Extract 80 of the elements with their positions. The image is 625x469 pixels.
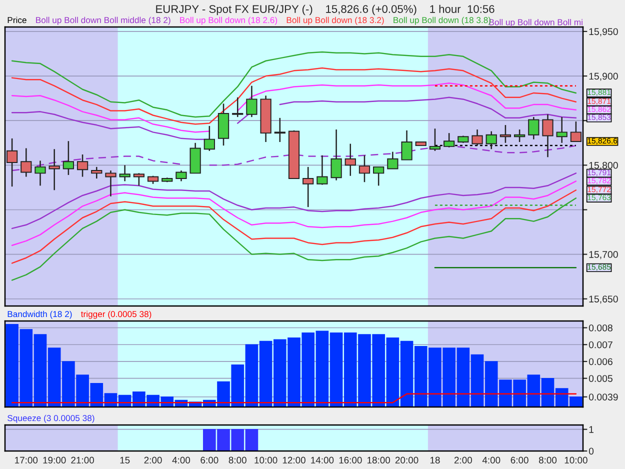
candlestick xyxy=(34,160,46,186)
x-tick-label: 14:00 xyxy=(311,456,334,464)
x-tick-label: 16:00 xyxy=(339,456,362,464)
line-series xyxy=(11,180,577,246)
candlestick xyxy=(528,116,540,140)
candlestick xyxy=(444,132,455,148)
candlestick xyxy=(500,124,512,144)
y-tick-label: 0.0039 xyxy=(588,394,618,400)
candlestick xyxy=(401,130,412,160)
candlestick xyxy=(6,138,18,188)
candlestick xyxy=(358,154,370,183)
candlestick xyxy=(20,148,32,178)
line-series xyxy=(11,189,577,264)
candlestick xyxy=(486,130,497,150)
text: Squeeze (3 0.0005 38) xyxy=(8,414,94,423)
x-tick-label: 10:00 xyxy=(564,456,588,464)
candlestick xyxy=(204,125,215,152)
series-label: Bandwidth (18 2) xyxy=(8,310,72,319)
text: Boll up Boll down (18 2.6) xyxy=(180,16,278,25)
y-tick-label: 0.008 xyxy=(588,324,612,332)
text: Boll up Boll down Boll middle (18 2) xyxy=(36,16,170,25)
x-tick-label: 6:00 xyxy=(510,456,528,464)
x-tick-label: 18:00 xyxy=(367,456,390,464)
candlestick xyxy=(570,120,582,143)
x-tick-label: 2:00 xyxy=(144,456,162,464)
candlestick xyxy=(91,166,102,180)
candlestick xyxy=(176,170,187,182)
x-tick-label: 8:00 xyxy=(538,456,557,464)
candlestick xyxy=(274,117,286,143)
candlestick xyxy=(472,128,483,146)
candlestick xyxy=(387,151,398,170)
x-tick-label: 12:00 xyxy=(282,456,306,464)
candlestick xyxy=(302,166,314,208)
x-tick-label: 8:00 xyxy=(228,456,246,464)
y-tick-label: 15,650 xyxy=(589,296,618,304)
y-tick-label: 0 xyxy=(588,448,594,455)
x-tick-label: 10:00 xyxy=(254,456,278,464)
candlestick xyxy=(246,85,258,118)
y-tick-label: 0.005 xyxy=(588,375,612,382)
text: Price xyxy=(8,16,26,24)
y-tick-label: 0.006 xyxy=(588,358,612,366)
candlestick xyxy=(542,114,554,158)
x-tick-label: 2:00 xyxy=(454,456,472,464)
annotation: Boll up Boll down Boll mi xyxy=(489,18,582,27)
x-tick-label: 6:00 xyxy=(200,456,218,464)
chart-title: EURJPY - Spot FX EUR/JPY (-) 15,826.6 (+0.05%) 1 hour 10:56 xyxy=(156,4,494,16)
candlestick xyxy=(48,148,60,191)
y-tick-label: 0.007 xyxy=(588,341,612,348)
candlestick xyxy=(232,96,244,118)
y-tick-label: 15,800 xyxy=(589,162,618,170)
x-tick-label: 19:00 xyxy=(43,456,66,464)
x-tick-label: 4:00 xyxy=(482,456,500,464)
candlestick xyxy=(119,164,130,182)
y-tick-label: 15,700 xyxy=(589,251,618,260)
x-tick-label: 18 xyxy=(430,456,440,464)
candlestick xyxy=(373,166,384,186)
text: Boll up Boll down (18 3.2) xyxy=(286,16,384,25)
x-tick-label: 15 xyxy=(120,456,130,464)
candlestick xyxy=(133,172,144,186)
candlestick xyxy=(330,128,342,181)
line-series xyxy=(11,67,577,125)
x-tick-label: 17:00 xyxy=(15,456,38,464)
candlestick xyxy=(62,140,74,176)
candlestick xyxy=(514,128,526,143)
x-tick-label: 20:00 xyxy=(395,456,418,464)
line-series xyxy=(11,172,577,230)
candlestick xyxy=(316,154,328,186)
y-tick-label: 15,900 xyxy=(589,72,618,81)
candlestick xyxy=(76,154,88,178)
x-tick-label: 4:00 xyxy=(172,456,190,464)
line-series xyxy=(11,51,577,118)
x-tick-label: 21:00 xyxy=(71,456,94,464)
line-series xyxy=(11,198,577,281)
candlestick xyxy=(344,143,356,176)
candlestick xyxy=(556,116,568,144)
y-tick-label: 15,950 xyxy=(589,28,618,36)
text: trigger (0.0005 38) xyxy=(80,310,152,319)
candlestick xyxy=(105,170,116,197)
candlestick xyxy=(429,128,441,152)
y-tick-label: 1 xyxy=(589,426,594,433)
